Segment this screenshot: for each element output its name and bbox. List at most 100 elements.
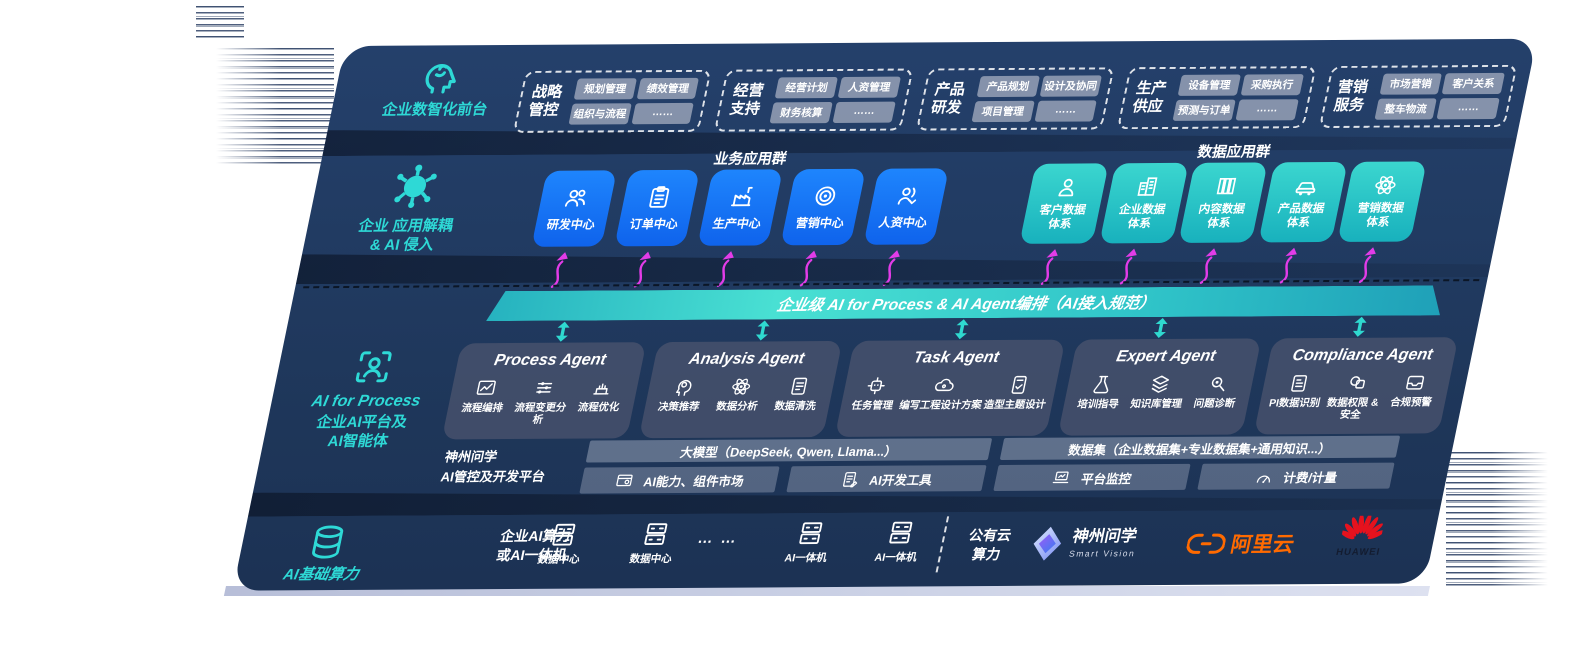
building-icon: [1132, 174, 1162, 199]
columns-icon: [1211, 174, 1241, 199]
dev-platform-label-line2: AI管控及开发平台: [439, 468, 547, 484]
billing-metering-cell: 计费/计量: [1197, 462, 1395, 490]
tile-order-center: 订单中心: [614, 169, 700, 247]
agent-capability: 数据分析: [707, 375, 773, 414]
group-title: 经营支持: [728, 82, 766, 118]
scan-person-icon: [348, 346, 399, 388]
tile-product-data: 产品数据体系: [1257, 161, 1348, 243]
tile-marketing-center: 营销中心: [780, 168, 866, 246]
agent-capability: 知识库管理: [1126, 373, 1192, 412]
car-icon: [1291, 173, 1321, 198]
orchestration-bar: 企业级 AI for Process & AI Agent编排（AI接入规范）: [486, 285, 1446, 321]
server-icon: [639, 520, 673, 548]
chip: 项目管理: [971, 100, 1035, 123]
orchestration-bar-label: 企业级 AI for Process & AI Agent编排（AI接入规范）: [775, 295, 1157, 315]
team-icon: [561, 184, 592, 210]
decouple-rail: 企业 应用解耦 & AI 侵入: [320, 161, 499, 256]
brain-head-icon: [415, 53, 468, 97]
compliance-agent-card: Compliance Agent PI数据识别 数据权限 & 安全 合规预警: [1254, 337, 1459, 435]
model-group: 大模型（DeepSeek, Qwen, Llama...） AI能力、组件市场 …: [579, 438, 993, 494]
group-title: 营销服务: [1332, 78, 1370, 114]
group-marketing: 营销服务 市场营销 客户关系 整车物流 ……: [1318, 64, 1518, 129]
molecule-icon: [382, 161, 445, 213]
chip: 客户关系: [1441, 72, 1505, 95]
connector-arrow: [878, 247, 910, 287]
agent-capability: 问题诊断: [1184, 372, 1250, 411]
gauge-icon: [1253, 467, 1276, 486]
task-agent-card: Task Agent 任务管理 编写工程设计方案 造型主题设计: [834, 339, 1066, 438]
head-chip-icon: [670, 376, 697, 398]
connector-arrow: [795, 247, 827, 287]
agent-capability: 流程编排: [449, 377, 517, 428]
server-icon: [884, 519, 918, 547]
ai-dev-tools-cell: AI开发工具: [786, 465, 987, 493]
chip: 设备管理: [1177, 74, 1241, 96]
group-title: 生产供应: [1130, 79, 1169, 116]
agent-title: Expert Agent: [1114, 347, 1218, 366]
connector-arrow: [1354, 244, 1386, 284]
aliyun-logo: 阿里云: [1184, 528, 1297, 559]
ai-for-process-label: AI for Process: [310, 392, 423, 411]
flask-icon: [1089, 373, 1116, 395]
vertical-divider: [935, 516, 950, 573]
connector-arrow: [712, 248, 744, 288]
inbox-icon: [1402, 371, 1429, 393]
agent-capability: 流程优化: [566, 376, 634, 427]
huawei-logo: HUAWEI: [1320, 516, 1403, 559]
chip: 设计及协同: [1039, 75, 1103, 97]
doc-pen-icon: [839, 469, 862, 488]
tile-rnd-center: 研发中心: [531, 170, 617, 247]
id-card-icon: [1285, 372, 1312, 394]
model-bar: 大模型（DeepSeek, Qwen, Llama...）: [585, 438, 993, 463]
ai-platform-label-line2: 企业AI平台及: [315, 413, 409, 432]
machine-icon: [589, 376, 616, 398]
ai-appliance-node: AI一体机: [769, 519, 848, 565]
card-check-icon: [1006, 374, 1033, 396]
ellipsis: … …: [696, 529, 740, 547]
public-cloud-label: 公有云 算力: [967, 526, 1013, 563]
chip: 绩效管理: [636, 77, 700, 100]
connector-arrow: [1036, 246, 1068, 286]
datacenter-node: 数据中心: [614, 520, 693, 566]
agent-capability: 决策推荐: [648, 376, 714, 415]
double-arrow: [953, 319, 971, 339]
chip: 整车物流: [1374, 98, 1438, 120]
dev-platform-label: 神州问学 AI管控及开发平台: [439, 447, 587, 487]
ai-platform-rail: AI for Process 企业AI平台及 AI智能体: [273, 345, 460, 452]
dev-platform-row: 神州问学 AI管控及开发平台 大模型（DeepSeek, Qwen, Llama…: [436, 435, 1440, 499]
tile-marketing-data: 营销数据体系: [1337, 161, 1427, 242]
atom-icon: [1370, 173, 1400, 198]
group-strategy: 战略管控 规划管理 绩效管理 组织与流程 ……: [512, 69, 713, 133]
front-office-groups: 战略管控 规划管理 绩效管理 组织与流程 …… 经营支持 经营计划 人资管理 财…: [512, 64, 1518, 133]
layers-icon: [1147, 373, 1174, 395]
group-supply: 生产供应 设备管理 采购执行 预测与订单 ……: [1117, 66, 1317, 130]
infra-rail: AI基础算力: [264, 522, 387, 586]
connector-arrow: [546, 249, 578, 289]
aliyun-bracket-icon: [1185, 532, 1228, 556]
tile-label: 研发中心: [545, 217, 597, 232]
chip: 经营计划: [775, 76, 839, 99]
chip: 人资管理: [837, 76, 901, 98]
server-icon: [794, 519, 828, 547]
chip: ……: [832, 101, 896, 124]
agent-capability: 数据清洗: [765, 375, 831, 414]
double-arrow: [1152, 318, 1170, 338]
infra-label: AI基础算力: [281, 565, 361, 584]
tile-label: 内容数据体系: [1197, 203, 1246, 230]
agent-title: Process Agent: [492, 351, 608, 370]
stripe-decoration-top-left: [196, 6, 244, 40]
document-icon: [786, 375, 813, 397]
chart-icon: [473, 377, 500, 399]
tile-production-center: 生产中心: [697, 169, 783, 246]
monitor-icon: [1050, 468, 1073, 487]
data-tiles: 客户数据体系 企业数据体系 内容数据体系 产品数据体系 营销数据体系: [1019, 161, 1427, 244]
agents-row: Process Agent 流程编排 流程变更分析 流程优化 Analysis …: [441, 337, 1459, 440]
ai-appliance-node: AI一体机: [859, 518, 938, 564]
group-title: 产品研发: [929, 81, 967, 117]
agent-capability: 造型主题设计: [981, 374, 1053, 413]
connector-arrow: [629, 248, 661, 288]
bot-grid-icon: [863, 375, 890, 397]
double-arrow: [1351, 317, 1369, 337]
business-group-title: 业务应用群: [712, 151, 788, 168]
front-office-rail: 企业数智化前台: [358, 53, 522, 121]
